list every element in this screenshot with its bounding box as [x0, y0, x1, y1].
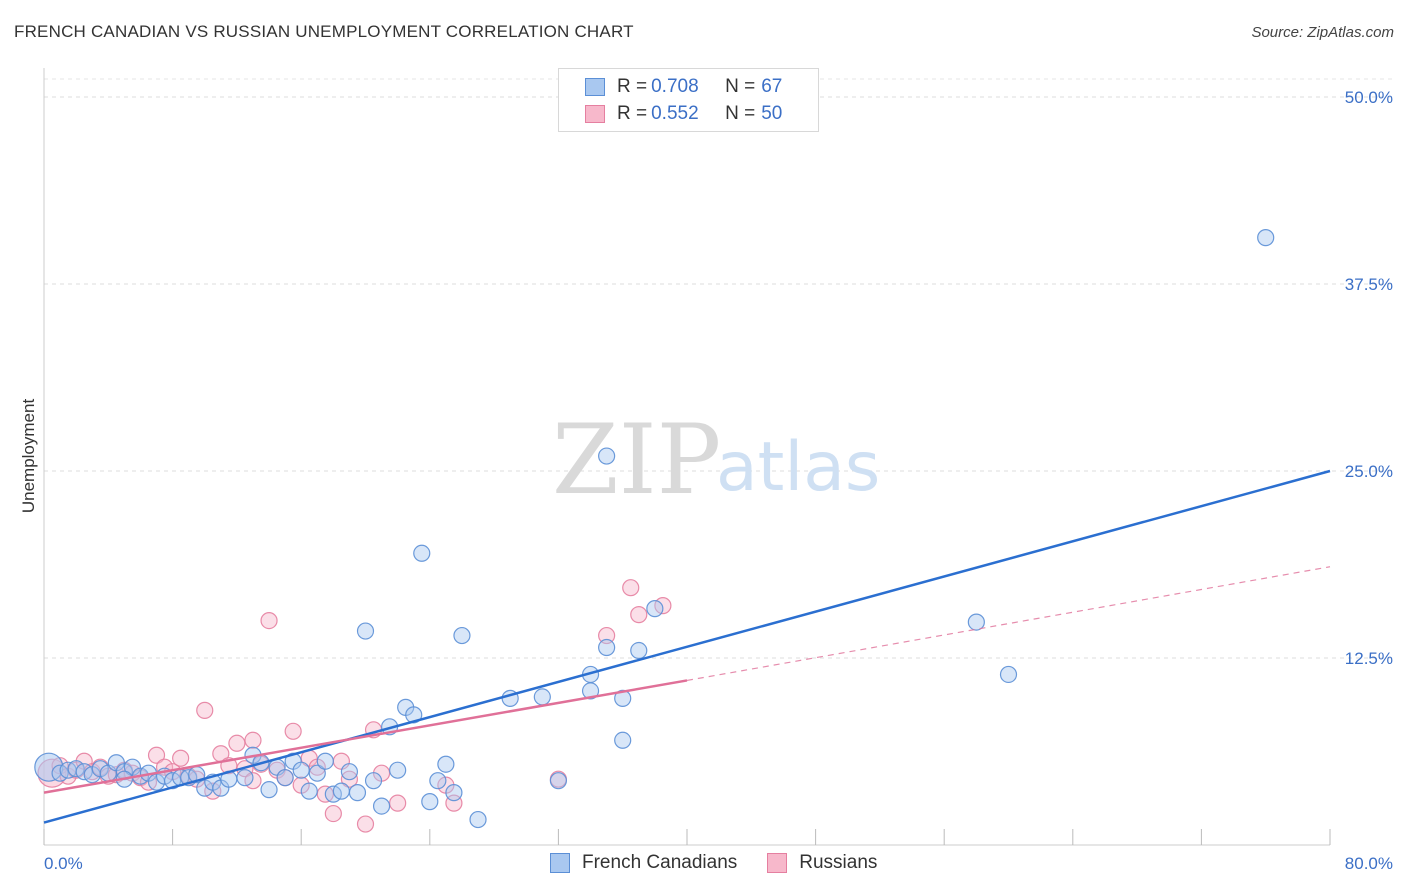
point-french-canadians: [646, 600, 664, 618]
point-french-canadians: [276, 769, 294, 787]
point-french-canadians: [308, 764, 326, 782]
legend-r-label: R =: [617, 76, 648, 97]
point-french-canadians: [364, 772, 383, 790]
bottom-legend: French Canadians Russians: [550, 852, 907, 874]
point-french-canadians: [236, 769, 254, 787]
legend-swatch-blue: [585, 78, 605, 96]
point-russians: [356, 815, 375, 833]
bottom-legend-label: Russians: [799, 852, 878, 873]
point-french-canadians: [429, 772, 447, 790]
point-french-canadians: [614, 731, 632, 749]
point-russians: [172, 749, 190, 767]
point-french-canadians: [421, 793, 439, 811]
legend-r-value: 0.552: [651, 103, 699, 124]
bottom-legend-item-russians: Russians: [767, 852, 877, 874]
legend-n-value: 50: [761, 103, 783, 124]
point-russians: [630, 606, 648, 624]
trend-line-russians: [43, 679, 688, 794]
grid: [44, 78, 1392, 659]
watermark-zip: ZIP: [552, 404, 721, 516]
y-tick-label: 12.5%: [1345, 649, 1393, 668]
point-russians: [228, 734, 246, 752]
point-russians: [244, 731, 262, 749]
point-russians: [147, 746, 166, 764]
y-tick-label: 25.0%: [1345, 462, 1393, 481]
point-russians: [324, 804, 342, 823]
trend-line-russians-extension: [686, 566, 1331, 682]
point-french-canadians: [316, 752, 334, 770]
point-french-canadians: [437, 755, 455, 773]
y-tick-label: 37.5%: [1345, 275, 1393, 294]
legend-row-french-canadians: R = 0.708 N = 67: [585, 75, 782, 99]
point-french-canadians: [533, 688, 551, 706]
point-french-canadians: [598, 447, 616, 465]
x-tick-label: 80.0%: [1345, 854, 1393, 873]
point-french-canadians: [300, 782, 318, 800]
point-french-canadians: [445, 784, 463, 802]
point-french-canadians: [469, 810, 487, 829]
axes: [43, 68, 1331, 846]
legend-n-label: N =: [725, 76, 756, 97]
point-french-canadians: [260, 781, 278, 799]
point-french-canadians: [356, 622, 375, 640]
legend-swatch-pink: [585, 105, 605, 123]
legend-r-label: R =: [617, 103, 648, 124]
point-french-canadians: [389, 761, 407, 779]
chart-title: FRENCH CANADIAN VS RUSSIAN UNEMPLOYMENT …: [14, 22, 634, 41]
legend-r-value: 0.708: [651, 76, 699, 97]
point-russians: [389, 794, 407, 812]
legend: R = 0.708 N = 67 R = 0.552 N = 50: [558, 68, 819, 132]
point-french-canadians: [405, 706, 423, 724]
point-french-canadians: [453, 626, 471, 645]
bottom-legend-item-french-canadians: French Canadians: [550, 852, 737, 874]
point-french-canadians: [598, 638, 616, 657]
point-french-canadians: [91, 760, 109, 778]
point-french-canadians: [967, 613, 985, 631]
point-russians: [622, 579, 640, 597]
point-french-canadians: [549, 772, 568, 790]
watermark-atlas: atlas: [716, 428, 880, 507]
trend-line-french-canadians: [43, 469, 1331, 824]
point-french-canadians: [348, 784, 367, 802]
legend-n-value: 67: [761, 76, 783, 97]
legend-n-label: N =: [725, 103, 756, 124]
bottom-legend-swatch-blue: [550, 853, 570, 873]
watermark: ZIP atlas: [552, 404, 880, 516]
point-french-canadians: [332, 782, 350, 800]
point-russians: [260, 611, 278, 630]
point-french-canadians: [292, 761, 310, 779]
point-french-canadians: [999, 665, 1018, 684]
point-french-canadians: [340, 763, 359, 781]
point-french-canadians: [1257, 229, 1275, 247]
point-french-canadians: [372, 797, 391, 815]
legend-row-russians: R = 0.552 N = 50: [585, 102, 782, 126]
point-french-canadians: [413, 544, 431, 562]
bottom-legend-swatch-pink: [767, 853, 788, 873]
bottom-legend-label: French Canadians: [582, 852, 738, 873]
x-tick-label: 0.0%: [44, 854, 83, 873]
y-tick-label: 50.0%: [1345, 88, 1393, 107]
series-french-canadians: [34, 229, 1275, 829]
source-label: Source: ZipAtlas.com: [1251, 24, 1394, 41]
tick-labels: 12.5% 25.0% 37.5% 50.0% 0.0% 80.0%: [44, 88, 1393, 873]
point-russians: [598, 626, 616, 645]
trend-lines: [43, 469, 1331, 824]
point-french-canadians: [630, 641, 648, 660]
y-axis-label: Unemployment: [19, 399, 38, 514]
point-russians: [284, 722, 302, 740]
point-russians: [196, 701, 214, 719]
point-french-canadians: [34, 752, 64, 782]
